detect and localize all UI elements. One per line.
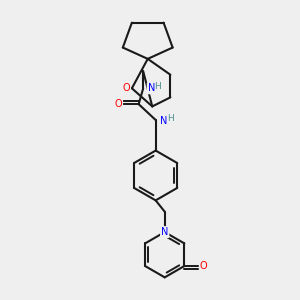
Text: N: N bbox=[161, 227, 168, 237]
Text: N: N bbox=[160, 116, 168, 126]
Text: O: O bbox=[115, 99, 122, 109]
Text: N: N bbox=[148, 83, 155, 93]
Text: O: O bbox=[200, 261, 207, 271]
Text: O: O bbox=[122, 83, 130, 93]
Text: H: H bbox=[154, 82, 161, 91]
Text: H: H bbox=[167, 114, 174, 123]
